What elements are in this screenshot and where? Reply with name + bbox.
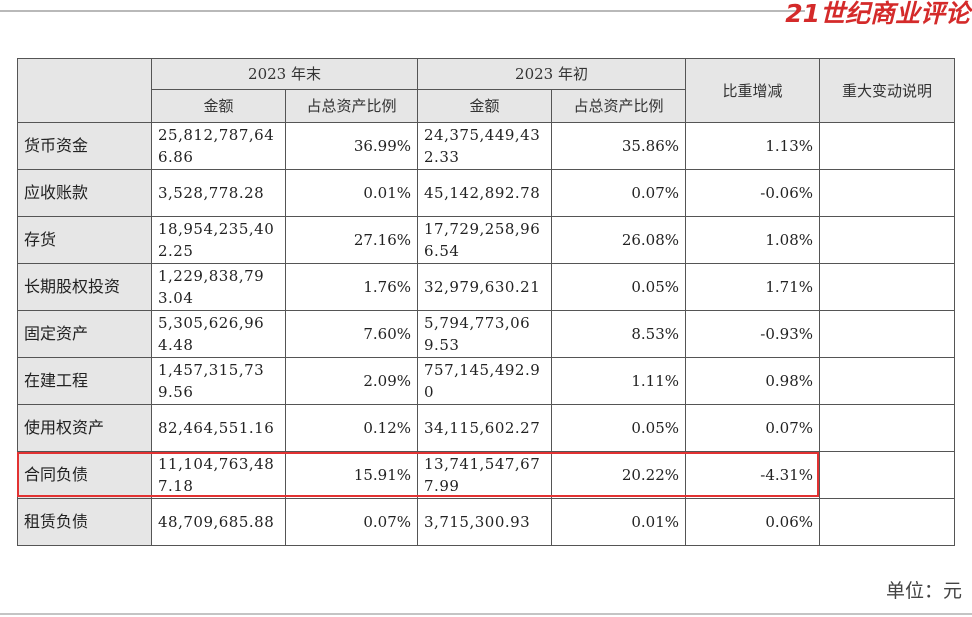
begin-amount: 32,979,630.21 <box>417 263 553 311</box>
begin-ratio: 20.22% <box>551 451 687 499</box>
top-rule <box>0 10 805 12</box>
unit-label: 单位：元 <box>885 580 962 602</box>
table-row: 应收账款 3,528,778.28 0.01% 45,142,892.78 0.… <box>17 169 956 217</box>
end-amount: 1,457,315,739.56 <box>151 357 286 405</box>
change-note <box>819 357 956 405</box>
header-group-end: 2023 年末 <box>150 58 419 90</box>
begin-ratio: 1.11% <box>551 357 687 405</box>
end-ratio: 36.99% <box>284 122 419 170</box>
asset-table: 2023 年末 2023 年初 比重增减 重大变动说明 金额 占总资产比例 金额… <box>17 58 956 546</box>
begin-ratio: 0.01% <box>551 498 687 546</box>
ratio-change: 1.08% <box>685 216 821 264</box>
begin-amount: 24,375,449,432.33 <box>417 122 553 170</box>
change-note <box>819 263 956 311</box>
begin-amount: 757,145,492.90 <box>417 357 553 405</box>
table-row: 存货 18,954,235,402.25 27.16% 17,729,258,9… <box>17 216 956 264</box>
header-end-ratio: 占总资产比例 <box>284 89 419 123</box>
table-row-highlighted: 合同负债 11,104,763,487.18 15.91% 13,741,547… <box>17 451 956 499</box>
end-ratio: 0.07% <box>284 498 419 546</box>
table-row: 在建工程 1,457,315,739.56 2.09% 757,145,492.… <box>17 357 956 405</box>
end-amount: 25,812,787,646.86 <box>151 122 286 170</box>
begin-ratio: 35.86% <box>551 122 687 170</box>
begin-ratio: 8.53% <box>551 310 687 358</box>
table-row: 使用权资产 82,464,551.16 0.12% 34,115,602.27 … <box>17 404 956 452</box>
end-ratio: 27.16% <box>284 216 419 264</box>
table-row: 长期股权投资 1,229,838,793.04 1.76% 32,979,630… <box>17 263 956 311</box>
end-amount: 48,709,685.88 <box>151 498 286 546</box>
ratio-change: -0.06% <box>685 169 821 217</box>
row-label: 在建工程 <box>17 357 152 405</box>
begin-ratio: 0.07% <box>551 169 687 217</box>
end-amount: 3,528,778.28 <box>151 169 286 217</box>
row-label: 租赁负债 <box>17 498 152 546</box>
header-note: 重大变动说明 <box>819 58 956 123</box>
end-ratio: 0.12% <box>284 404 419 452</box>
brand-logo: 21世纪商业评论 <box>785 0 970 28</box>
end-amount: 18,954,235,402.25 <box>151 216 286 264</box>
header-row-2: 金额 占总资产比例 金额 占总资产比例 <box>18 89 955 123</box>
begin-amount: 5,794,773,069.53 <box>417 310 553 358</box>
begin-amount: 17,729,258,966.54 <box>417 216 553 264</box>
change-note <box>819 451 956 499</box>
row-label: 合同负债 <box>17 451 152 499</box>
table-row: 货币资金 25,812,787,646.86 36.99% 24,375,449… <box>17 122 956 170</box>
bottom-rule <box>0 613 972 615</box>
change-note <box>819 216 956 264</box>
begin-ratio: 26.08% <box>551 216 687 264</box>
change-note <box>819 169 956 217</box>
row-label: 货币资金 <box>17 122 152 170</box>
ratio-change: 0.06% <box>685 498 821 546</box>
end-amount: 82,464,551.16 <box>151 404 286 452</box>
row-label: 存货 <box>17 216 152 264</box>
begin-amount: 3,715,300.93 <box>417 498 553 546</box>
ratio-change: 0.07% <box>685 404 821 452</box>
row-label: 应收账款 <box>17 169 152 217</box>
row-label: 使用权资产 <box>17 404 152 452</box>
table-row: 租赁负债 48,709,685.88 0.07% 3,715,300.93 0.… <box>17 498 956 546</box>
begin-ratio: 0.05% <box>551 404 687 452</box>
ratio-change: 1.13% <box>685 122 821 170</box>
header-item <box>17 58 152 123</box>
ratio-change: -0.93% <box>685 310 821 358</box>
ratio-change: -4.31% <box>685 451 821 499</box>
end-ratio: 0.01% <box>284 169 419 217</box>
table-row: 固定资产 5,305,626,964.48 7.60% 5,794,773,06… <box>17 310 956 358</box>
row-label: 固定资产 <box>17 310 152 358</box>
begin-ratio: 0.05% <box>551 263 687 311</box>
end-amount: 1,229,838,793.04 <box>151 263 286 311</box>
begin-amount: 34,115,602.27 <box>417 404 553 452</box>
header-end-amount: 金额 <box>151 89 286 123</box>
begin-amount: 13,741,547,677.99 <box>417 451 553 499</box>
header-row-1: 2023 年末 2023 年初 比重增减 重大变动说明 <box>17 58 956 123</box>
change-note <box>819 404 956 452</box>
end-ratio: 15.91% <box>284 451 419 499</box>
header-group-begin: 2023 年初 <box>417 58 687 90</box>
header-change: 比重增减 <box>685 58 821 123</box>
change-note <box>819 122 956 170</box>
header-begin-ratio: 占总资产比例 <box>551 89 687 123</box>
end-amount: 11,104,763,487.18 <box>151 451 286 499</box>
begin-amount: 45,142,892.78 <box>417 169 553 217</box>
row-label: 长期股权投资 <box>17 263 152 311</box>
ratio-change: 1.71% <box>685 263 821 311</box>
change-note <box>819 498 956 546</box>
end-ratio: 2.09% <box>284 357 419 405</box>
end-ratio: 1.76% <box>284 263 419 311</box>
header-begin-amount: 金额 <box>417 89 553 123</box>
change-note <box>819 310 956 358</box>
end-amount: 5,305,626,964.48 <box>151 310 286 358</box>
ratio-change: 0.98% <box>685 357 821 405</box>
end-ratio: 7.60% <box>284 310 419 358</box>
